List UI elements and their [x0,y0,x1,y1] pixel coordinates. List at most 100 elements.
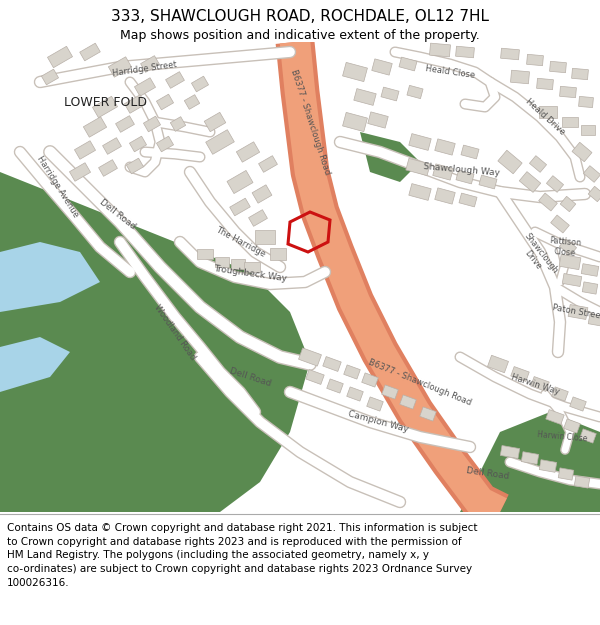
Bar [70,162,91,181]
Bar [559,254,581,269]
Bar [568,304,588,319]
Bar [564,419,580,433]
Bar [539,459,557,472]
Bar [459,193,477,207]
Bar [259,156,277,172]
Bar [134,78,155,96]
Bar [98,159,118,176]
Bar [127,158,143,174]
Bar [252,185,272,203]
Text: B6377 - Shawclough Road: B6377 - Shawclough Road [289,68,331,176]
Bar [191,76,209,92]
Bar [500,446,520,459]
Bar [80,43,100,61]
Bar [343,62,367,82]
Polygon shape [0,242,100,312]
Bar [382,385,398,399]
Text: Dell Road: Dell Road [228,366,272,388]
Bar [581,125,595,135]
Bar [539,193,557,211]
Bar [47,46,73,68]
Bar [461,145,479,159]
Bar [500,48,520,60]
Bar [456,170,474,184]
Bar [487,355,509,372]
Polygon shape [0,337,70,392]
Bar [372,59,392,75]
Bar [343,112,367,132]
Bar [157,94,173,110]
Bar [344,365,360,379]
Bar [230,198,250,216]
Bar [354,89,376,106]
Bar [527,54,544,66]
Bar [244,262,260,272]
Bar [562,274,582,286]
Bar [116,116,134,132]
Bar [498,150,522,174]
Bar [109,57,131,78]
Bar [547,176,563,192]
Bar [409,184,431,201]
Polygon shape [460,412,600,512]
Bar [143,116,161,132]
Bar [409,134,431,151]
Bar [204,112,226,132]
Text: Woodland Road: Woodland Road [152,302,197,361]
Text: Paton Street: Paton Street [551,303,600,321]
Bar [103,138,121,154]
Bar [381,87,399,101]
Bar [236,142,260,162]
Bar [270,248,286,260]
Text: Contains OS data © Crown copyright and database right 2021. This information is : Contains OS data © Crown copyright and d… [7,523,478,588]
Text: Shawclough
Drive: Shawclough Drive [514,232,560,282]
Bar [92,96,118,118]
Bar [574,476,590,488]
Bar [227,171,253,194]
Bar [552,387,568,401]
Text: Harwin Way: Harwin Way [510,372,560,396]
Bar [562,117,578,127]
Bar [367,397,383,411]
Bar [581,264,599,276]
Bar [572,142,592,162]
Bar [511,70,529,84]
Bar [539,106,557,118]
Bar [255,230,275,244]
Bar [248,209,268,226]
Bar [519,172,541,192]
Bar [546,409,564,424]
Text: Shawclough Way: Shawclough Way [424,162,500,178]
Bar [124,95,146,113]
Bar [399,57,417,71]
Bar [197,249,213,259]
Text: B6377 - Shawclough Road: B6377 - Shawclough Road [367,357,473,407]
Bar [580,429,596,443]
Bar [83,117,107,138]
Bar [529,156,547,172]
Bar [170,117,185,131]
Bar [570,397,586,411]
Bar [368,112,388,128]
Text: Troughbeck Way: Troughbeck Way [213,264,287,284]
Bar [588,314,600,326]
Bar [551,215,569,233]
Bar [184,94,200,109]
Bar [572,68,589,79]
Bar [521,452,539,464]
Bar [550,61,566,72]
Bar [362,373,378,387]
Bar [430,43,451,57]
Bar [558,468,574,480]
Text: Pattison
Close: Pattison Close [548,236,582,258]
Bar [41,69,59,85]
Text: The Harridge: The Harridge [214,225,266,259]
Bar [231,259,245,269]
Polygon shape [360,132,420,182]
Bar [559,239,577,256]
Bar [406,158,430,176]
Bar [206,130,235,154]
Bar [400,395,416,409]
Bar [583,166,600,182]
Bar [215,257,229,267]
